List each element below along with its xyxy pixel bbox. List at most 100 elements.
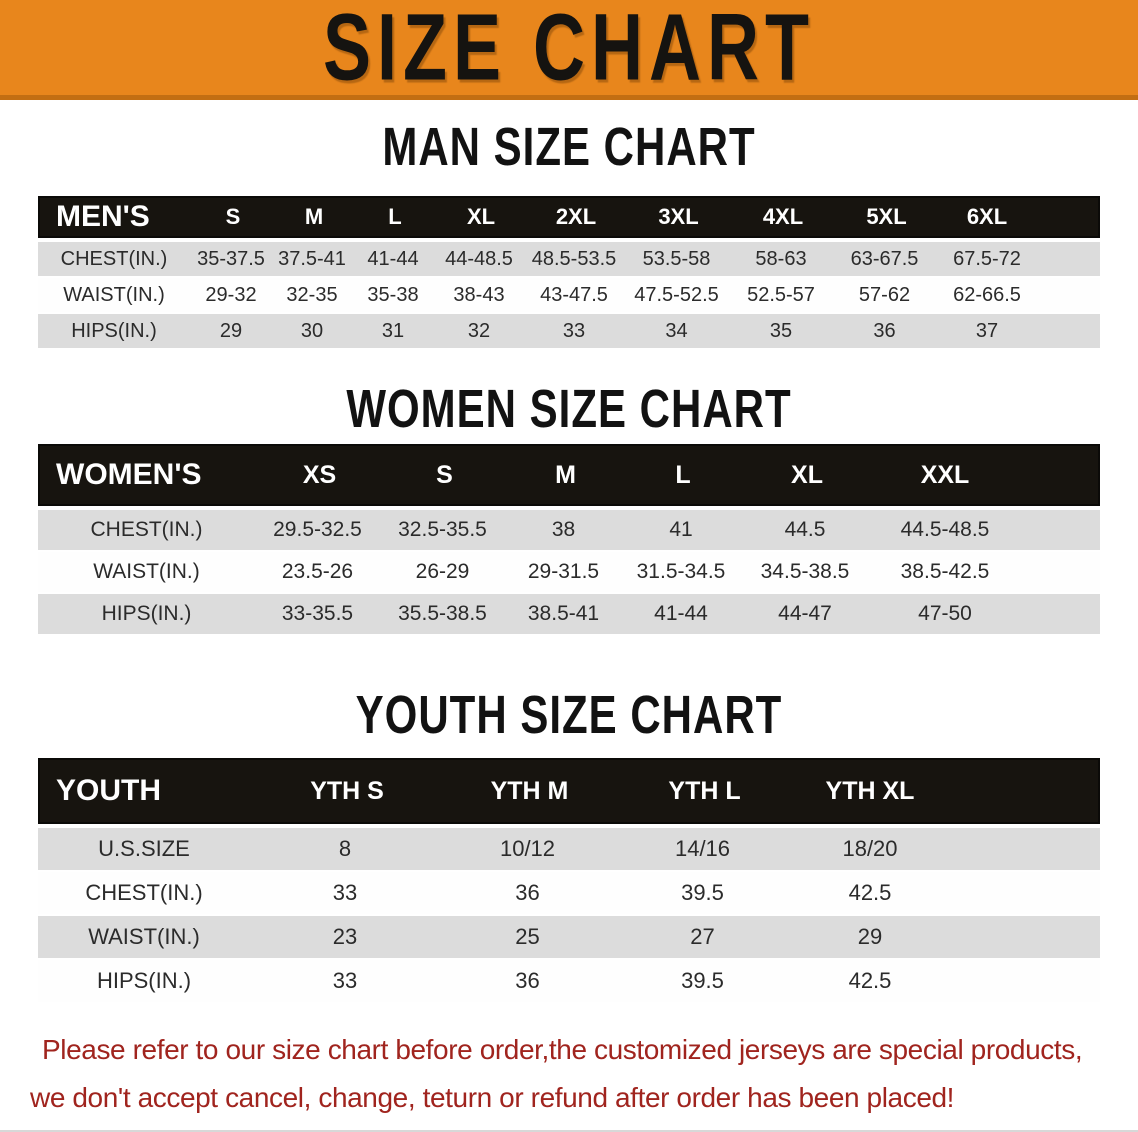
table-cell: 44.5: [784, 518, 826, 541]
women-table-header: WOMEN'S XS S M L XL XXL: [38, 444, 1100, 506]
table-cell: 25: [515, 924, 540, 949]
disclaimer-line-1: Please refer to our size chart before or…: [42, 1034, 1083, 1065]
table-cell: 35.5-38.5: [398, 602, 487, 625]
page-title: SIZE CHART: [323, 0, 815, 101]
table-cell: 36: [515, 968, 540, 993]
youth-size-header: YTH M: [490, 776, 569, 805]
table-cell: 57-62: [858, 283, 911, 306]
table-cell: 39.5: [681, 880, 724, 905]
table-cell: 29.5-32.5: [273, 518, 362, 541]
youth-size-header: YTH L: [668, 776, 741, 805]
women-size-header: XL: [791, 460, 823, 489]
row-label: WAIST(IN.): [88, 924, 200, 949]
table-cell: 29: [857, 924, 883, 949]
table-row: WAIST(IN.) 23.5-26 26-29 29-31.5 31.5-34…: [38, 552, 1100, 592]
women-size-header: M: [555, 460, 576, 489]
women-header-label: WOMEN'S: [56, 458, 202, 491]
row-label: U.S.SIZE: [98, 836, 190, 861]
table-cell: 38-43: [453, 283, 505, 306]
table-cell: 34: [665, 319, 688, 342]
row-label: HIPS(IN.): [101, 602, 192, 625]
table-cell: 44-48.5: [445, 247, 513, 270]
table-cell: 31: [381, 319, 405, 342]
table-cell: 31.5-34.5: [636, 560, 726, 583]
women-section-title: WOMEN SIZE CHART: [0, 378, 1138, 438]
men-size-header: XL: [466, 204, 496, 229]
women-size-header: L: [675, 460, 691, 489]
women-section-title-text: WOMEN SIZE CHART: [346, 378, 792, 439]
table-row: CHEST(IN.) 29.5-32.5 32.5-35.5 38 41 44.…: [38, 510, 1100, 550]
men-size-table: MEN'S S M L XL 2XL 3XL 4XL 5XL 6XL CHEST…: [38, 196, 1100, 348]
women-size-table: WOMEN'S XS S M L XL XXL CHEST(IN.) 29.5-…: [38, 444, 1100, 634]
row-label: CHEST(IN.): [85, 880, 203, 905]
table-cell: 41: [669, 518, 693, 541]
table-row: HIPS(IN.) 29 30 31 32 33 34 35 36 37: [38, 314, 1100, 348]
table-cell: 38.5-42.5: [900, 560, 990, 583]
row-label: HIPS(IN.): [71, 319, 157, 342]
women-size-header: S: [436, 460, 453, 489]
table-cell: 39.5: [681, 968, 724, 993]
row-label: WAIST(IN.): [63, 283, 165, 306]
table-cell: 33: [562, 319, 586, 342]
table-cell: 37: [975, 319, 999, 342]
disclaimer: Please refer to our size chart before or…: [30, 1026, 1110, 1122]
men-size-header: 2XL: [555, 204, 597, 229]
table-row: WAIST(IN.) 29-32 32-35 35-38 38-43 43-47…: [38, 278, 1100, 312]
table-cell: 14/16: [674, 836, 731, 861]
table-cell: 35-37.5: [197, 247, 265, 270]
men-size-header: 4XL: [762, 204, 804, 229]
table-row: CHEST(IN.) 33 36 39.5 42.5: [38, 872, 1100, 914]
table-cell: 33-35.5: [281, 602, 354, 625]
men-size-header: S: [225, 204, 241, 229]
table-cell: 18/20: [842, 836, 898, 861]
youth-size-header: YTH S: [310, 776, 384, 805]
table-cell: 30: [300, 319, 324, 342]
youth-size-header: YTH XL: [825, 776, 915, 805]
men-section-title-text: MAN SIZE CHART: [382, 116, 756, 177]
banner: SIZE CHART: [0, 0, 1138, 100]
table-cell: 63-67.5: [850, 247, 919, 270]
table-cell: 23: [332, 924, 358, 949]
table-cell: 44.5-48.5: [900, 518, 990, 541]
table-cell: 62-66.5: [953, 283, 1021, 306]
table-cell: 37.5-41: [278, 247, 346, 270]
table-cell: 48.5-53.5: [531, 247, 617, 270]
youth-size-table: YOUTH YTH S YTH M YTH L YTH XL U.S.SIZE …: [38, 758, 1100, 1002]
row-label: CHEST(IN.): [90, 518, 203, 541]
table-cell: 33: [332, 880, 358, 905]
table-cell: 32: [467, 319, 491, 342]
men-size-header: 5XL: [866, 204, 907, 229]
table-cell: 38: [551, 518, 576, 541]
table-cell: 44-47: [778, 602, 832, 625]
table-cell: 43-47.5: [540, 283, 608, 306]
row-label: WAIST(IN.): [93, 560, 200, 583]
table-cell: 36: [515, 880, 540, 905]
table-cell: 67.5-72: [953, 247, 1021, 270]
table-cell: 41-44: [654, 602, 708, 625]
youth-section-title-text: YOUTH SIZE CHART: [355, 684, 783, 745]
table-row: HIPS(IN.) 33-35.5 35.5-38.5 38.5-41 41-4…: [38, 594, 1100, 634]
table-cell: 34.5-38.5: [760, 560, 850, 583]
table-cell: 26-29: [415, 560, 470, 583]
table-cell: 42.5: [848, 968, 892, 993]
row-label: CHEST(IN.): [60, 247, 168, 270]
table-cell: 29-31.5: [527, 560, 600, 583]
table-cell: 52.5-57: [747, 283, 815, 306]
disclaimer-line-2: we don't accept cancel, change, teturn o…: [30, 1082, 955, 1113]
men-header-label: MEN'S: [56, 200, 150, 233]
table-cell: 47.5-52.5: [634, 283, 719, 306]
table-row: CHEST(IN.) 35-37.5 37.5-41 41-44 44-48.5…: [38, 242, 1100, 276]
bottom-divider: [0, 1130, 1138, 1132]
table-cell: 47-50: [918, 602, 972, 625]
table-cell: 32.5-35.5: [398, 518, 487, 541]
table-cell: 38.5-41: [527, 602, 600, 625]
table-cell: 53.5-58: [642, 247, 711, 270]
women-size-header: XXL: [920, 460, 970, 489]
table-cell: 35: [769, 319, 793, 342]
table-row: WAIST(IN.) 23 25 27 29: [38, 916, 1100, 958]
men-size-header: L: [388, 204, 402, 229]
table-cell: 33: [332, 968, 358, 993]
table-cell: 32-35: [286, 283, 338, 306]
men-size-header: M: [304, 204, 324, 229]
table-cell: 27: [690, 924, 715, 949]
